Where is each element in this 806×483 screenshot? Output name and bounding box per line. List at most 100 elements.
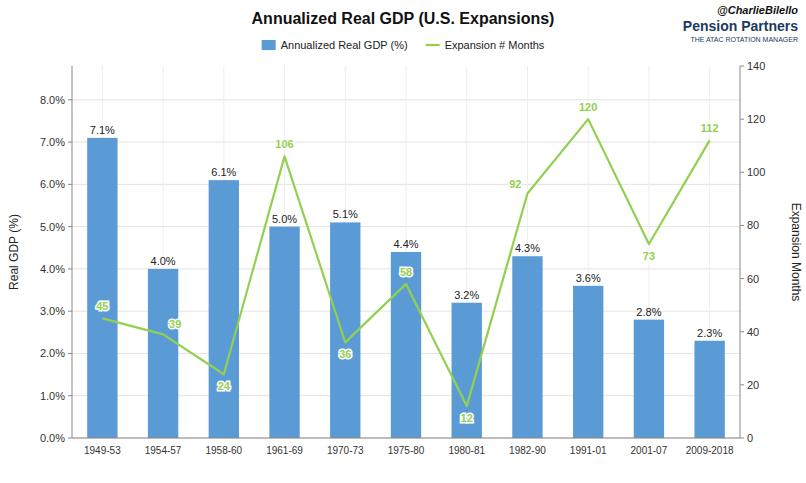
x-tick-label: 1991-01 — [570, 445, 607, 456]
bar — [634, 320, 664, 438]
y2-tick-label: 60 — [747, 273, 759, 285]
y-tick — [68, 311, 72, 312]
y-tick — [68, 395, 72, 396]
x-axis-line — [72, 438, 740, 439]
y2-tick — [740, 438, 744, 439]
line-label: 112 — [701, 122, 719, 134]
grid — [72, 66, 740, 438]
y-tick-label: 4.0% — [40, 263, 65, 275]
bar-label: 6.1% — [211, 166, 236, 178]
y-tick-label: 6.0% — [40, 178, 65, 190]
bar-label: 4.0% — [151, 255, 176, 267]
bar-label: 5.0% — [272, 213, 297, 225]
y-tick-label: 7.0% — [40, 136, 65, 148]
bar-label: 3.6% — [576, 272, 601, 284]
bar — [148, 269, 178, 438]
line-label: 39 — [169, 318, 181, 330]
annotation: THE ATAC ROTATION MANAGER — [690, 36, 798, 43]
y2-tick-label: 20 — [747, 379, 759, 391]
bar-label: 2.3% — [697, 327, 722, 339]
y2-tick-label: 80 — [747, 219, 759, 231]
bar-label: 7.1% — [90, 124, 115, 136]
y-tick — [68, 438, 72, 439]
y-tick — [68, 184, 72, 185]
y-tick — [68, 268, 72, 269]
bar — [694, 341, 724, 438]
plot-marks — [87, 119, 725, 438]
y-axis-line — [72, 66, 73, 438]
y2-axis-line — [740, 66, 741, 438]
y2-tick — [740, 331, 744, 332]
x-tick-label: 1949-53 — [84, 445, 121, 456]
bar-label: 3.2% — [454, 289, 479, 301]
y-tick-label: 3.0% — [40, 305, 65, 317]
bar — [269, 227, 299, 438]
y2-tick-label: 140 — [747, 60, 765, 72]
x-tick-label: 2009-2018 — [686, 445, 734, 456]
y2-tick-label: 120 — [747, 113, 765, 125]
line-label: 106 — [275, 138, 293, 150]
y-tick-label: 0.0% — [40, 432, 65, 444]
x-tick-label: 1975-80 — [388, 445, 425, 456]
line-label: 73 — [643, 250, 655, 262]
line-label: 45 — [96, 300, 108, 312]
legend-entry: Expansion # Months — [445, 39, 545, 51]
y2-tick — [740, 384, 744, 385]
line-label: 12 — [461, 412, 473, 424]
y-axis-label: Real GDP (%) — [7, 214, 21, 290]
annotation: Pension Partners — [683, 18, 798, 34]
legend-swatch — [262, 40, 276, 50]
legend: Annualized Real GDP (%) Expansion # Month… — [262, 39, 545, 51]
y2-tick-label: 100 — [747, 166, 765, 178]
watermark: @CharlieBilello Pension Partners THE ATAC … — [683, 4, 798, 43]
bar — [512, 256, 542, 438]
y2-tick-label: 40 — [747, 326, 759, 338]
line — [102, 119, 709, 406]
y-tick — [68, 99, 72, 100]
x-tick-label: 1980-81 — [448, 445, 485, 456]
title: Annualized Real GDP (U.S. Expansions) — [252, 10, 555, 27]
chart: 7.1% 4.0% 6.1% 5.0% 5.1% 4.4% 3.2% 4.3% 3.6% 2.8%… — [0, 0, 806, 483]
annotation: @CharlieBilello — [717, 4, 798, 16]
y2-tick-label: 0 — [747, 432, 753, 444]
axes: 1949-53 1954-57 1958-60 1961-69 1970-73 1975-… — [7, 60, 803, 456]
line-label: 58 — [400, 266, 412, 278]
y-tick-label: 8.0% — [40, 94, 65, 106]
grid-line — [72, 438, 740, 439]
background — [0, 0, 806, 483]
y2-axis-label: Expansion Months — [789, 203, 803, 302]
line-label: 24 — [218, 380, 231, 392]
bar — [87, 138, 117, 438]
y-tick — [68, 226, 72, 227]
bar — [330, 222, 360, 438]
x-tick-label: 2001-07 — [631, 445, 668, 456]
bar-label: 4.4% — [393, 238, 418, 250]
y-tick — [68, 142, 72, 143]
y-tick-label: 5.0% — [40, 221, 65, 233]
y-tick-label: 1.0% — [40, 390, 65, 402]
bar-label: 5.1% — [333, 208, 358, 220]
bar — [209, 180, 239, 438]
bar-label: 2.8% — [636, 306, 661, 318]
bar-label: 4.3% — [515, 242, 540, 254]
legend-swatch — [426, 44, 440, 46]
y2-tick — [740, 66, 744, 67]
x-tick-label: 1982-90 — [509, 445, 546, 456]
line-label: 36 — [339, 348, 351, 360]
x-tick-label: 1954-57 — [145, 445, 182, 456]
x-tick-label: 1958-60 — [205, 445, 242, 456]
x-tick-label: 1961-69 — [266, 445, 303, 456]
y2-tick — [740, 172, 744, 173]
data-labels: 7.1% 4.0% 6.1% 5.0% 5.1% 4.4% 3.2% 4.3% 3.6% 2.8%… — [90, 101, 723, 424]
bar — [573, 286, 603, 438]
y-tick — [68, 353, 72, 354]
legend-entry: Annualized Real GDP (%) — [281, 39, 408, 51]
y-tick-label: 2.0% — [40, 347, 65, 359]
y2-tick — [740, 225, 744, 226]
y2-tick — [740, 278, 744, 279]
line-label: 120 — [579, 101, 597, 113]
y2-tick — [740, 119, 744, 120]
line-label: 92 — [509, 178, 521, 190]
bar — [391, 252, 421, 438]
x-tick-label: 1970-73 — [327, 445, 364, 456]
